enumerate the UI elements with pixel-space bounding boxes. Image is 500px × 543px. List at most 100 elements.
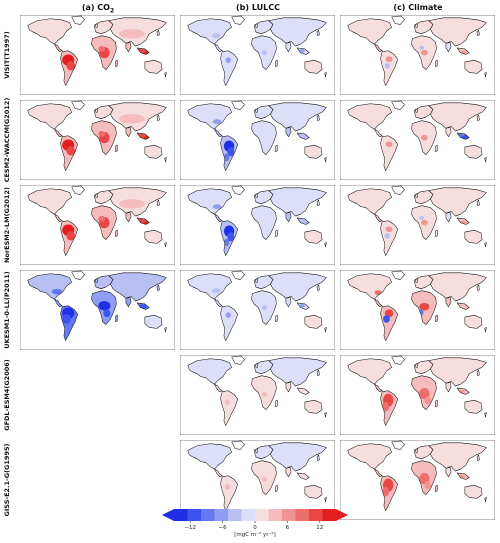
coastline	[115, 59, 118, 68]
land-aus	[304, 230, 323, 244]
coastline	[484, 497, 487, 503]
anomaly-patch	[420, 219, 428, 226]
coastline	[391, 15, 405, 25]
land-madag	[435, 230, 438, 237]
row-label: UKESM1-0-LL(P2011)	[3, 271, 11, 349]
coastline	[54, 298, 63, 307]
land-greenland	[391, 100, 405, 110]
anomaly-patch	[119, 29, 145, 39]
coastline	[316, 114, 320, 121]
map-panel-lulcc	[180, 100, 335, 180]
coastline	[275, 484, 278, 493]
colorbar-bin	[201, 509, 215, 521]
map-panel-lulcc	[180, 15, 335, 95]
land-seasia	[297, 387, 310, 395]
anomaly-patch	[419, 216, 425, 220]
coastline	[214, 213, 223, 222]
land-asia	[428, 102, 487, 132]
coastline	[27, 188, 72, 215]
land-aus	[304, 315, 323, 329]
anomaly-patch	[419, 387, 430, 400]
coastline	[214, 383, 223, 392]
land-aus	[464, 485, 483, 499]
row-label: GFDL-ESM4(G2006)	[3, 359, 11, 431]
land-madag	[435, 485, 438, 492]
land-ca	[54, 299, 63, 307]
coastline	[214, 468, 223, 477]
coastline	[27, 273, 72, 300]
coastline	[415, 193, 418, 198]
coastline	[324, 327, 327, 333]
coastline	[275, 59, 278, 68]
coastline	[411, 35, 437, 70]
coastline	[91, 205, 117, 240]
anomaly-patch	[424, 396, 432, 404]
coastline	[275, 399, 278, 408]
coastline	[187, 443, 232, 470]
anomaly-patch	[62, 314, 71, 324]
land-eu	[254, 190, 273, 204]
coastline	[268, 187, 327, 217]
coastline	[428, 272, 487, 302]
coastline	[296, 302, 310, 310]
map-panel-lulcc	[180, 355, 335, 435]
coastline	[304, 144, 323, 159]
coastline	[164, 157, 167, 163]
land-sa	[220, 390, 238, 426]
anomaly-patch	[98, 216, 106, 222]
column-title-co2: (a) CO2	[81, 3, 115, 15]
anomaly-patch	[227, 232, 235, 242]
coastline	[374, 43, 383, 52]
map-panel-climate	[340, 355, 495, 435]
anomaly-patch	[420, 49, 428, 56]
coastline	[445, 212, 452, 222]
colorbar-bin	[255, 509, 269, 521]
coastline	[27, 18, 72, 45]
coastline	[415, 448, 418, 453]
land-aus	[464, 60, 483, 74]
coastline	[380, 50, 398, 86]
land-greenland	[231, 185, 245, 195]
land-sa	[380, 305, 398, 341]
coastline	[60, 50, 78, 86]
coastline	[187, 273, 232, 300]
coastline	[304, 314, 323, 329]
world-map	[340, 270, 495, 350]
coastline	[164, 72, 167, 78]
coastline	[156, 114, 160, 121]
coastline	[164, 242, 167, 248]
land-asia	[428, 357, 487, 387]
anomaly-layer	[224, 392, 267, 405]
land-aus	[144, 230, 163, 244]
world-map	[340, 355, 495, 435]
world-map	[180, 100, 335, 180]
colorbar-bin	[228, 509, 242, 521]
land-greenland	[391, 185, 405, 195]
land-asia	[268, 102, 327, 132]
coastline	[220, 135, 238, 171]
land-madag	[435, 60, 438, 67]
coastline	[456, 387, 470, 395]
land-madag	[115, 145, 118, 152]
colorbar-bin	[268, 509, 283, 521]
coastline	[54, 128, 63, 137]
coastline	[144, 314, 163, 329]
anomaly-patch	[211, 33, 221, 39]
land-madag	[275, 230, 278, 237]
anomaly-patch	[66, 231, 76, 241]
land-aus	[304, 145, 323, 159]
coastline	[296, 217, 310, 225]
coastline	[54, 43, 63, 52]
coastline	[374, 468, 383, 477]
coastline	[374, 383, 383, 392]
coastline	[95, 278, 98, 283]
land-na	[187, 18, 232, 45]
anomaly-patch	[374, 290, 382, 295]
anomaly-patch	[66, 146, 76, 156]
coastline	[464, 59, 483, 74]
land-eu	[94, 105, 113, 119]
land-madag	[435, 315, 438, 322]
coastline	[231, 355, 245, 365]
coastline	[464, 314, 483, 329]
land-madag	[275, 60, 278, 67]
